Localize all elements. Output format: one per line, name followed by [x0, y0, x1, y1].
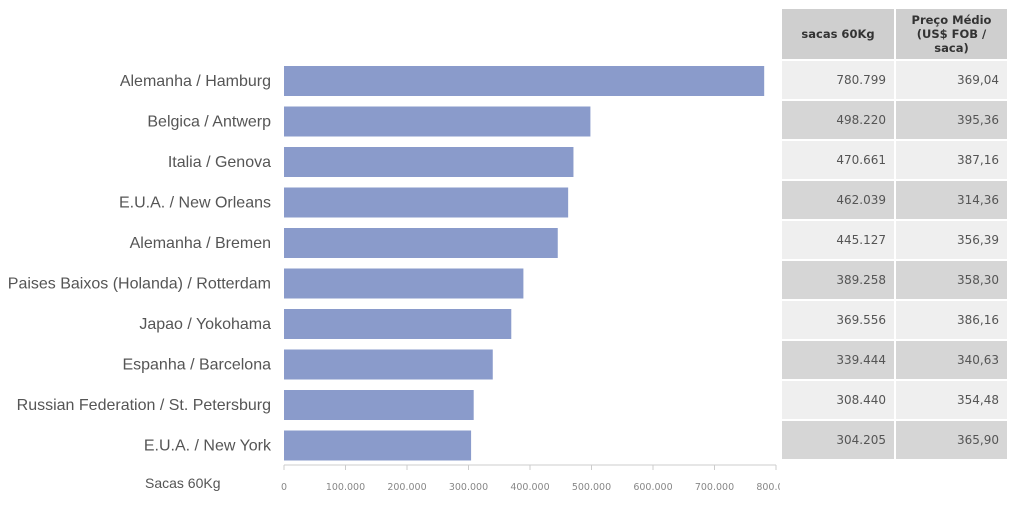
x-tick-label: 800.000: [756, 482, 780, 493]
table-row: 308.440 354,48: [782, 381, 1007, 419]
cell-sacas: 462.039: [782, 181, 894, 219]
cell-preco: 354,48: [896, 381, 1007, 419]
x-tick-label: 0: [281, 482, 287, 493]
table-header-row: sacas 60Kg Preço Médio (US$ FOB / saca): [782, 9, 1007, 59]
header-sacas-label: sacas 60Kg: [801, 27, 875, 41]
cell-preco: 365,90: [896, 421, 1007, 459]
cell-preco: 314,36: [896, 181, 1007, 219]
bar: [284, 106, 591, 137]
cell-preco: 369,04: [896, 61, 1007, 99]
category-label: E.U.A. / New Orleans: [119, 195, 271, 212]
x-tick-label: 200.000: [387, 482, 426, 493]
cell-sacas: 780.799: [782, 61, 894, 99]
cell-sacas: 445.127: [782, 221, 894, 259]
header-preco-label: Preço Médio: [911, 13, 992, 27]
category-label: Italia / Genova: [168, 154, 271, 171]
bar: [284, 147, 574, 177]
table-row: 780.799 369,04: [782, 61, 1007, 99]
category-label: Belgica / Antwerp: [147, 114, 271, 131]
bar: [284, 390, 474, 420]
header-preco: Preço Médio (US$ FOB / saca): [896, 9, 1007, 59]
bar: [284, 268, 524, 299]
category-label: E.U.A. / New York: [144, 438, 272, 455]
cell-sacas: 339.444: [782, 341, 894, 379]
table-row: 389.258 358,30: [782, 261, 1007, 299]
category-label: Espanha / Barcelona: [122, 357, 271, 374]
cell-preco: 356,39: [896, 221, 1007, 259]
bar-chart: Alemanha / Hamburg Belgica / Antwerp Itali…: [8, 66, 780, 493]
table-row: 498.220 395,36: [782, 101, 1007, 139]
x-tick-label: 700.000: [695, 482, 734, 493]
x-axis-label: Sacas 60Kg: [145, 475, 221, 491]
x-tick-label: 100.000: [326, 482, 365, 493]
bar: [284, 187, 569, 218]
header-preco-unit: (US$ FOB / saca): [916, 27, 987, 55]
x-tick-label: 300.000: [449, 482, 488, 493]
header-sacas: sacas 60Kg: [782, 9, 894, 59]
cell-preco: 387,16: [896, 141, 1007, 179]
category-label: Russian Federation / St. Petersburg: [17, 397, 271, 414]
bar: [284, 66, 765, 96]
table-row: 470.661 387,16: [782, 141, 1007, 179]
bars-group: [284, 66, 765, 461]
x-ticks: 0 100.000 200.000 300.000 400.000 500.000 600.…: [281, 465, 780, 493]
cell-sacas: 369.556: [782, 301, 894, 339]
table-row: 304.205 365,90: [782, 421, 1007, 459]
x-tick-label: 500.000: [572, 482, 611, 493]
cell-preco: 340,63: [896, 341, 1007, 379]
cell-sacas: 470.661: [782, 141, 894, 179]
x-tick-label: 600.000: [633, 482, 672, 493]
table-row: 445.127 356,39: [782, 221, 1007, 259]
bar: [284, 309, 512, 339]
cell-sacas: 304.205: [782, 421, 894, 459]
category-label: Japao / Yokohama: [139, 316, 271, 333]
cell-sacas: 498.220: [782, 101, 894, 139]
table-row: 339.444 340,63: [782, 341, 1007, 379]
bar: [284, 430, 472, 461]
cell-preco: 358,30: [896, 261, 1007, 299]
table-row: 462.039 314,36: [782, 181, 1007, 219]
x-tick-label: 400.000: [510, 482, 549, 493]
cell-sacas: 389.258: [782, 261, 894, 299]
data-table: sacas 60Kg Preço Médio (US$ FOB / saca) 7…: [780, 7, 1009, 461]
cell-sacas: 308.440: [782, 381, 894, 419]
bar: [284, 349, 493, 380]
category-labels: Alemanha / Hamburg Belgica / Antwerp Itali…: [8, 73, 272, 455]
category-label: Alemanha / Hamburg: [120, 73, 271, 90]
category-label: Paises Baixos (Holanda) / Rotterdam: [8, 276, 271, 293]
cell-preco: 395,36: [896, 101, 1007, 139]
category-label: Alemanha / Bremen: [130, 235, 271, 252]
table-row: 369.556 386,16: [782, 301, 1007, 339]
cell-preco: 386,16: [896, 301, 1007, 339]
bar: [284, 228, 558, 258]
